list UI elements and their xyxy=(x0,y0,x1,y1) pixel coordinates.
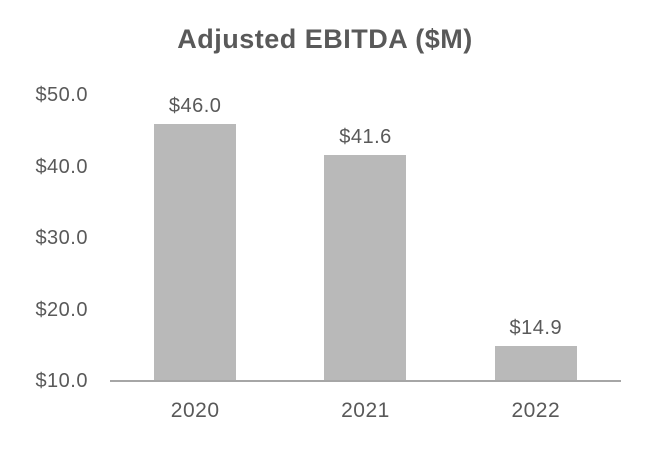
x-axis: 2020 2021 2022 xyxy=(110,381,621,423)
x-axis-label-2021: 2021 xyxy=(341,399,390,422)
bar-column-2020: $46.0 xyxy=(110,95,280,381)
bar-2021 xyxy=(324,155,407,381)
bar-column-2022: $14.9 xyxy=(451,95,621,381)
plot-area: $46.0 $41.6 $14.9 xyxy=(110,95,621,382)
bar-value-label-2020: $46.0 xyxy=(168,95,222,117)
y-axis: $50.0 $40.0 $30.0 $20.0 $10.0 xyxy=(20,84,88,392)
bar-2022 xyxy=(494,346,577,381)
x-axis-label-2020: 2020 xyxy=(170,399,220,422)
y-tick-label: $10.0 xyxy=(35,370,88,392)
y-tick-label: $30.0 xyxy=(35,227,88,249)
bar-2020 xyxy=(154,124,237,381)
bar-value-label-2022: $14.9 xyxy=(509,317,563,339)
y-tick-label: $50.0 xyxy=(35,84,88,106)
y-tick-label: $20.0 xyxy=(35,298,88,321)
x-axis-line xyxy=(110,380,621,382)
y-tick-label: $40.0 xyxy=(35,155,88,178)
bar-column-2021: $41.6 xyxy=(280,95,450,381)
chart-title: Adjusted EBITDA ($M) xyxy=(177,24,473,54)
bar-value-label-2021: $41.6 xyxy=(339,126,392,148)
x-axis-label-2022: 2022 xyxy=(511,399,561,422)
